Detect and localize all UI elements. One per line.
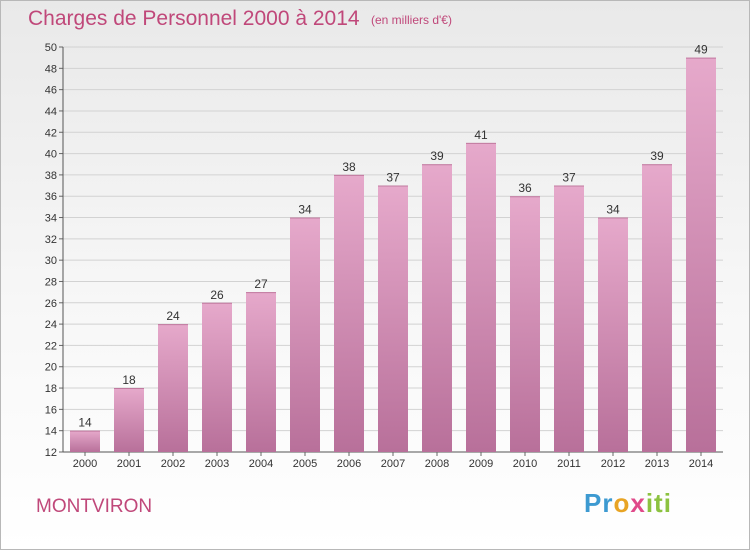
x-tick-labels: 2000 2001 2002 2003 2004 2005 2006 2007 2008 2009… (73, 458, 713, 470)
bar (158, 324, 188, 452)
bar (290, 217, 320, 452)
bar (598, 217, 628, 452)
x-tick-label: 2014 (689, 458, 713, 470)
bar (642, 164, 672, 452)
x-tick-label: 2012 (601, 458, 625, 470)
y-tick-label: 18 (45, 383, 57, 395)
data-label: 14 (78, 416, 92, 430)
y-tick-label: 30 (45, 255, 57, 267)
bar (686, 57, 716, 452)
data-label: 24 (166, 309, 180, 323)
y-tick-label: 50 (45, 42, 57, 54)
bars (70, 57, 716, 453)
y-tick-label: 16 (45, 404, 57, 416)
y-tick-label: 24 (45, 319, 57, 331)
y-tick-label: 28 (45, 276, 57, 288)
data-labels: 14 18 24 26 27 34 38 37 39 41 36 37 34 39 49 (78, 43, 708, 430)
data-label: 39 (650, 149, 664, 163)
y-tick-label: 14 (45, 426, 57, 438)
bar (378, 185, 408, 453)
bar (70, 430, 100, 452)
y-tick-label: 40 (45, 149, 57, 161)
x-tick-label: 2008 (425, 458, 449, 470)
y-tick-label: 44 (45, 106, 57, 118)
bar (114, 388, 144, 452)
y-tick-label: 20 (45, 362, 57, 374)
y-tick-label: 48 (45, 63, 57, 75)
bar (422, 164, 452, 452)
x-tick-label: 2005 (293, 458, 317, 470)
data-label: 41 (474, 128, 488, 142)
x-tick-label: 2004 (249, 458, 273, 470)
data-label: 27 (254, 277, 268, 291)
x-tick-label: 2010 (513, 458, 537, 470)
bar (246, 292, 276, 452)
x-tick-label: 2002 (161, 458, 185, 470)
chart-title: Charges de Personnel 2000 à 2014 (28, 7, 360, 30)
x-tick-label: 2001 (117, 458, 141, 470)
proxiti-logo: Proxiti (584, 488, 672, 518)
bar (554, 185, 584, 453)
data-label: 36 (518, 181, 532, 195)
x-tick-label: 2000 (73, 458, 97, 470)
x-tick-label: 2006 (337, 458, 361, 470)
y-tick-label: 22 (45, 340, 57, 352)
x-tick-label: 2013 (645, 458, 669, 470)
y-tick-label: 38 (45, 170, 57, 182)
data-label: 26 (210, 288, 224, 302)
data-label: 39 (430, 149, 444, 163)
bar (510, 196, 540, 452)
x-tick-label: 2003 (205, 458, 229, 470)
y-tick-labels: 12 14 16 18 20 22 24 26 28 30 32 34 36 38 40 42 44 46 48 50 (45, 42, 57, 459)
data-label: 49 (694, 43, 708, 57)
y-tick-label: 32 (45, 234, 57, 246)
bar (466, 142, 496, 452)
data-label: 38 (342, 160, 356, 174)
bar (202, 302, 232, 452)
y-tick-label: 12 (45, 447, 57, 459)
y-tick-label: 46 (45, 85, 57, 97)
place-name: MONTVIRON (36, 496, 153, 517)
y-tick-label: 42 (45, 127, 57, 139)
y-tick-label: 36 (45, 191, 57, 203)
data-label: 37 (386, 171, 400, 185)
data-label: 18 (122, 373, 136, 387)
x-tick-label: 2011 (557, 458, 581, 470)
data-label: 34 (606, 203, 620, 217)
x-tick-label: 2007 (381, 458, 405, 470)
bar (334, 174, 364, 453)
y-tick-label: 34 (45, 213, 57, 225)
y-tick-label: 26 (45, 298, 57, 310)
data-label: 37 (562, 171, 576, 185)
chart-subtitle: (en milliers d'€) (371, 13, 452, 27)
data-label: 34 (298, 203, 312, 217)
x-tick-label: 2009 (469, 458, 493, 470)
